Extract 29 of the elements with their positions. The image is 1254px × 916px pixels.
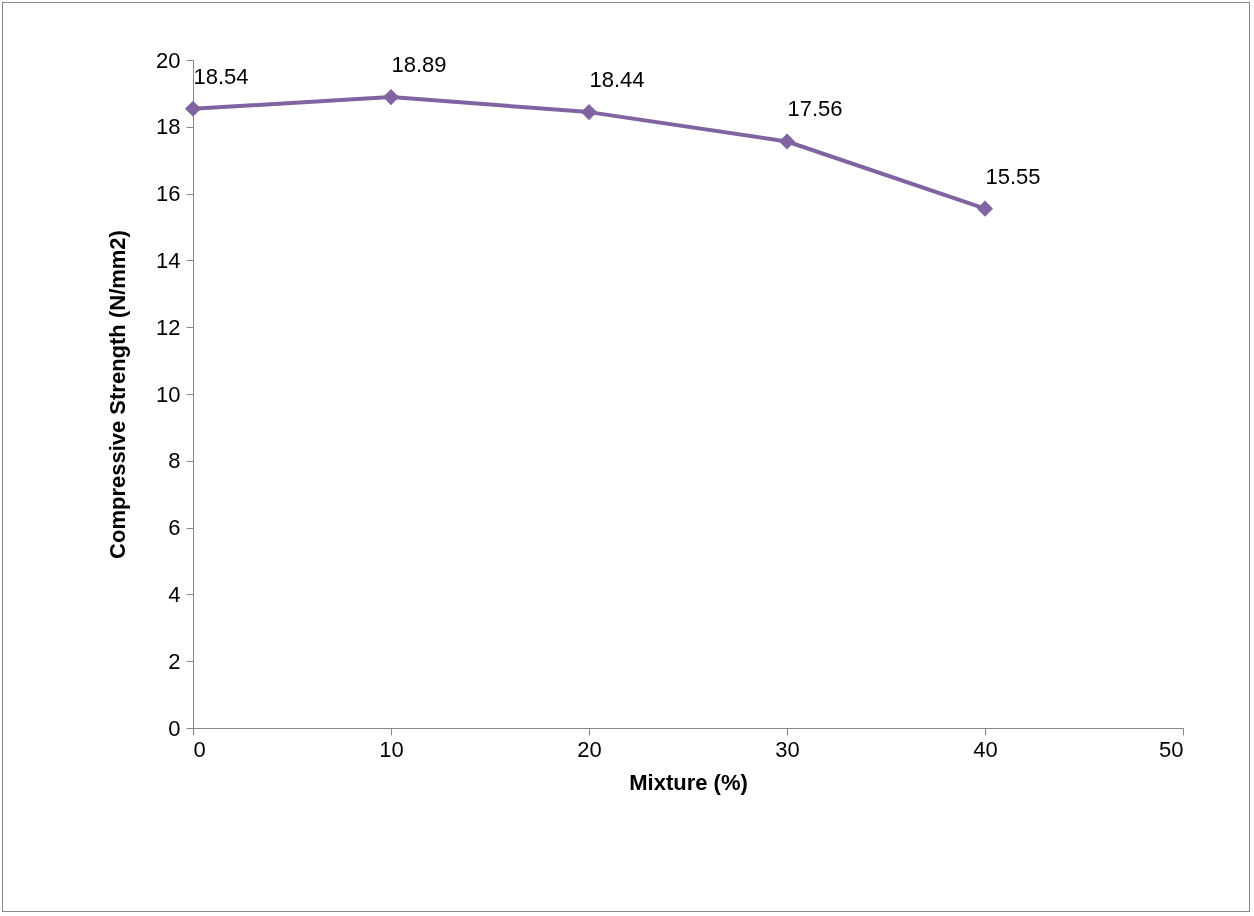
y-tick-label: 2 <box>168 648 181 674</box>
y-tick-label: 18 <box>156 114 181 140</box>
y-tick-label: 10 <box>156 381 181 407</box>
x-tick-label: 10 <box>379 736 404 762</box>
y-tick-label: 0 <box>168 715 181 741</box>
x-tick-label: 20 <box>577 736 602 762</box>
data-label: 18.44 <box>589 67 645 93</box>
x-axis-title: Mixture (%) <box>629 769 748 795</box>
point <box>778 133 796 150</box>
point <box>184 100 202 117</box>
y-tick-label: 16 <box>156 181 181 207</box>
y-axis-title: Compressive Strength (N/mm2) <box>105 230 131 559</box>
y-tick-label: 14 <box>156 247 181 273</box>
y-tick-label: 6 <box>168 515 181 541</box>
y-tick-label: 12 <box>156 314 181 340</box>
x-tick-label: 50 <box>1159 736 1184 762</box>
y-tick-label: 4 <box>168 581 181 607</box>
data-label: 15.55 <box>985 163 1041 189</box>
data-label: 17.56 <box>787 96 843 122</box>
y-tick-label: 20 <box>156 47 181 73</box>
data-label: 18.89 <box>391 52 447 78</box>
point <box>580 104 598 121</box>
data-label: 18.54 <box>193 63 249 89</box>
point <box>976 200 994 217</box>
point <box>382 89 400 106</box>
y-tick-label: 8 <box>168 448 181 474</box>
x-tick-label: 30 <box>775 736 800 762</box>
x-tick-label: 0 <box>193 736 206 762</box>
x-tick-label: 40 <box>973 736 998 762</box>
